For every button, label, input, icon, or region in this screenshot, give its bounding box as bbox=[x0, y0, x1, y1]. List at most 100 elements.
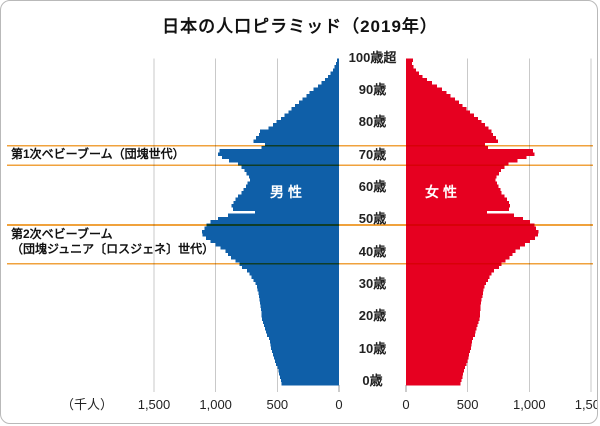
female-bar-age-9 bbox=[406, 352, 470, 357]
female-bar-age-22 bbox=[406, 310, 481, 315]
male-bar-age-92 bbox=[318, 84, 339, 89]
female-bar-age-59 bbox=[406, 191, 502, 195]
female-bar-age-92 bbox=[406, 84, 437, 89]
axis-unit-label: （千人） bbox=[60, 397, 113, 412]
male-bar-age-85 bbox=[291, 107, 339, 111]
female-bar-age-0 bbox=[406, 381, 461, 386]
female-bar-age-40 bbox=[406, 252, 513, 257]
female-bar-age-68 bbox=[406, 162, 509, 166]
male-bar-age-21 bbox=[261, 313, 339, 318]
male-bar-age-7 bbox=[274, 359, 339, 363]
male-bar-age-38 bbox=[235, 258, 339, 263]
male-bar-age-11 bbox=[271, 346, 339, 350]
male-bar-age-43 bbox=[215, 242, 339, 247]
male-bar-age-74 bbox=[265, 142, 339, 147]
male-bar-age-46 bbox=[202, 233, 339, 237]
male-bar-age-4 bbox=[278, 368, 339, 373]
male-bar-age-15 bbox=[266, 333, 339, 337]
female-bar-age-46 bbox=[406, 233, 538, 237]
female-bar-age-36 bbox=[406, 265, 500, 270]
annotation-second-baby-boom: 第2次ベビーブーム （団塊ジュニア〔ロスジェネ〕世代） bbox=[11, 227, 214, 257]
male-bar-age-82 bbox=[281, 116, 339, 121]
female-bar-age-53 bbox=[406, 210, 487, 215]
female-bar-age-56 bbox=[406, 200, 509, 205]
male-bar-age-78 bbox=[260, 129, 339, 134]
male-bar-age-29 bbox=[257, 288, 339, 292]
male-bar-age-13 bbox=[269, 339, 339, 344]
female-bar-age-76 bbox=[406, 136, 496, 140]
female-bar-age-41 bbox=[406, 249, 516, 253]
female-bar-age-95 bbox=[406, 74, 423, 79]
female-bar-age-8 bbox=[406, 355, 469, 360]
male-bar-age-40 bbox=[228, 252, 339, 257]
female-bar-age-12 bbox=[406, 342, 472, 347]
female-bar-age-64 bbox=[406, 174, 497, 179]
female-bar-age-62 bbox=[406, 181, 498, 186]
female-bar-age-39 bbox=[406, 255, 510, 260]
male-bar-age-9 bbox=[272, 352, 339, 357]
male-bar-age-2 bbox=[280, 375, 339, 379]
female-bar-age-93 bbox=[406, 81, 432, 85]
female-bar-age-2 bbox=[406, 375, 463, 379]
male-bar-age-84 bbox=[288, 110, 339, 114]
female-bar-age-61 bbox=[406, 184, 499, 189]
male-bar-age-61 bbox=[245, 184, 339, 189]
age-tick-label-10: 10歳 bbox=[358, 340, 387, 356]
female-bar-age-94 bbox=[406, 77, 427, 82]
female-bar-age-23 bbox=[406, 307, 481, 312]
male-bar-age-75 bbox=[253, 139, 339, 144]
female-bar-age-51 bbox=[406, 216, 524, 221]
age-tick-label-30: 30歳 bbox=[358, 276, 387, 292]
female-bar-age-21 bbox=[406, 313, 480, 318]
male-bar-age-25 bbox=[260, 300, 339, 305]
annotation-lines bbox=[7, 145, 593, 265]
female-bar-age-20 bbox=[406, 317, 480, 321]
female-bar-age-83 bbox=[406, 113, 475, 118]
male-bar-age-34 bbox=[249, 271, 339, 276]
male-bar-age-52 bbox=[228, 213, 339, 218]
x-tick-label-male-0: 0 bbox=[335, 397, 343, 412]
annotation-second-baby-boom-line2: （団塊ジュニア〔ロスジェネ〕世代） bbox=[11, 242, 215, 256]
female-bar-age-47 bbox=[406, 229, 539, 234]
male-bar-age-41 bbox=[225, 249, 339, 253]
female-bar-age-57 bbox=[406, 197, 508, 202]
female-bar-age-26 bbox=[406, 297, 482, 302]
female-bar-age-52 bbox=[406, 213, 514, 218]
male-bar-age-1 bbox=[280, 378, 339, 383]
male-bar-age-99 bbox=[335, 61, 339, 66]
male-bar-age-42 bbox=[220, 246, 339, 250]
male-bar-age-88 bbox=[302, 97, 339, 102]
female-bar-age-11 bbox=[406, 346, 471, 350]
female-bar-age-69 bbox=[406, 158, 518, 163]
male-bar-age-91 bbox=[313, 87, 339, 92]
age-tick-label-0: 0歳 bbox=[362, 373, 383, 388]
female-bar-age-6 bbox=[406, 362, 467, 367]
female-bar-age-80 bbox=[406, 123, 485, 127]
female-bar-age-55 bbox=[406, 204, 511, 208]
female-bar-age-78 bbox=[406, 129, 492, 134]
female-bar-age-19 bbox=[406, 320, 479, 324]
male-bar-age-28 bbox=[258, 291, 339, 295]
male-bar-age-87 bbox=[298, 100, 339, 105]
male-bar-age-57 bbox=[235, 197, 339, 202]
female-bar-age-99 bbox=[406, 61, 412, 66]
age-tick-label-100: 100歳超 bbox=[348, 49, 397, 65]
male-bar-age-20 bbox=[261, 317, 339, 321]
female-bar-age-18 bbox=[406, 323, 478, 328]
female-bar-age-79 bbox=[406, 126, 489, 131]
female-bar-age-43 bbox=[406, 242, 526, 247]
female-bar-age-58 bbox=[406, 194, 505, 198]
male-bar-age-23 bbox=[261, 307, 339, 312]
female-bar-age-73 bbox=[406, 145, 489, 150]
male-bar-age-73 bbox=[261, 145, 339, 150]
female-bar-age-67 bbox=[406, 165, 505, 169]
female-bar-age-27 bbox=[406, 294, 483, 299]
male-bar-age-12 bbox=[270, 342, 339, 347]
female-bar-age-71 bbox=[406, 152, 535, 156]
male-bar-age-94 bbox=[325, 77, 339, 82]
female-bar-age-14 bbox=[406, 336, 473, 341]
female-bar-age-63 bbox=[406, 178, 496, 182]
female-bar-age-86 bbox=[406, 103, 463, 108]
